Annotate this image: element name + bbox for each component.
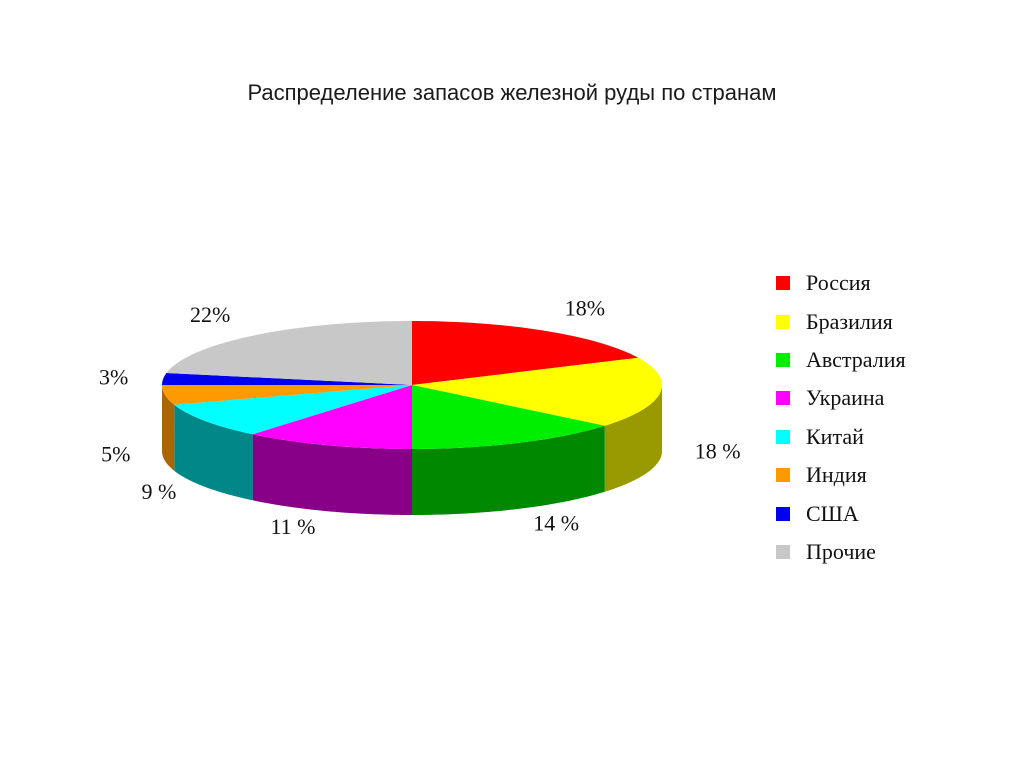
pie-slice-Бразилия xyxy=(412,357,662,426)
pie-side-5 xyxy=(162,385,175,471)
legend-swatch xyxy=(776,506,790,521)
legend-label: Австралия xyxy=(806,346,906,372)
data-label-Россия: 18% xyxy=(565,295,605,320)
data-label-Украина: 11 % xyxy=(270,514,315,539)
pie-slice-Китай xyxy=(174,385,412,435)
chart-title: Распределение запасов железной руды по с… xyxy=(247,80,777,105)
legend-label: Индия xyxy=(806,462,867,488)
legend-item: США xyxy=(776,494,906,532)
legend-swatch xyxy=(776,429,790,444)
pie-slice-Россия xyxy=(412,321,639,385)
pie-slice-Украина xyxy=(252,385,412,449)
legend-item: Россия xyxy=(776,264,906,302)
pie-labels: 18% 18 % 14 % 11 % 9 % 5% 3% 22% xyxy=(99,295,741,539)
data-label-Австралия: 14 % xyxy=(533,510,579,535)
legend-label: Китай xyxy=(806,423,864,449)
data-label-Прочие: 22% xyxy=(190,302,230,327)
legend-label: Бразилия xyxy=(806,308,893,334)
data-label-Китай: 9 % xyxy=(141,479,176,504)
legend-swatch xyxy=(776,468,790,483)
data-label-США: 3% xyxy=(99,364,128,389)
pie-top xyxy=(162,321,662,449)
legend-swatch xyxy=(776,391,790,406)
pie-slice-США xyxy=(162,373,412,385)
legend-label: Украина xyxy=(806,385,885,411)
legend-label: США xyxy=(806,500,859,526)
pie-slice-Индия xyxy=(162,385,412,405)
legend-swatch xyxy=(776,314,790,329)
legend-swatch xyxy=(776,276,790,291)
legend-item: Китай xyxy=(776,418,906,456)
pie-side-3 xyxy=(252,434,412,515)
legend-item: Прочие xyxy=(776,533,906,571)
pie-slice-Прочие xyxy=(166,321,412,385)
pie-side-2 xyxy=(412,425,605,515)
legend-item: Бразилия xyxy=(776,302,906,340)
pie-side-4 xyxy=(174,404,253,501)
data-label-Индия: 5% xyxy=(101,442,130,467)
legend-label: Россия xyxy=(806,270,871,296)
legend: Россия Бразилия Австралия Украина Китай Индия… xyxy=(776,264,906,571)
legend-label: Прочие xyxy=(806,538,876,564)
pie-side-1 xyxy=(604,385,662,492)
legend-item: Украина xyxy=(776,379,906,417)
data-label-Бразилия: 18 % xyxy=(695,439,741,464)
legend-item: Австралия xyxy=(776,341,906,379)
pie-slice-Австралия xyxy=(412,385,605,449)
legend-swatch xyxy=(776,544,790,559)
pie-sides xyxy=(162,385,662,515)
legend-item: Индия xyxy=(776,456,906,494)
legend-swatch xyxy=(776,352,790,367)
